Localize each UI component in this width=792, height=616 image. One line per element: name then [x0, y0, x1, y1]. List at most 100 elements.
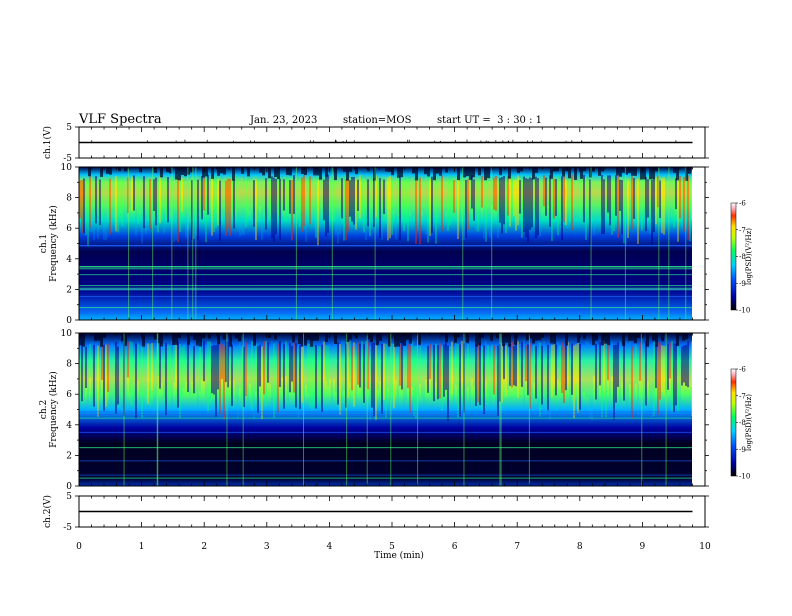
emission-streak	[225, 341, 227, 383]
top-gap	[199, 333, 202, 347]
emission-streak	[511, 176, 513, 218]
emission-streak	[637, 346, 639, 415]
emission-streak	[557, 175, 559, 236]
emission-streak	[85, 179, 87, 236]
emission-streak	[551, 344, 553, 398]
emission-streak	[687, 341, 689, 388]
emission-streak	[325, 344, 327, 382]
emission-streak	[563, 175, 565, 222]
emission-streak	[255, 343, 257, 392]
emission-streak	[353, 176, 355, 225]
emission-streak	[631, 176, 633, 230]
top-gap	[583, 333, 586, 339]
emission-streak	[355, 179, 357, 230]
emission-streak	[615, 344, 617, 403]
top-gap	[313, 167, 316, 176]
emission-streak	[445, 341, 447, 390]
emission-streak	[133, 175, 135, 211]
emission-streak	[671, 340, 673, 413]
top-gap	[100, 167, 103, 177]
emission-streak	[583, 174, 585, 223]
emission-streak	[419, 345, 421, 384]
emission-streak	[275, 178, 277, 235]
emission-streak	[257, 346, 259, 413]
top-gap	[601, 333, 604, 346]
emission-streak	[613, 178, 615, 231]
top-gap	[274, 167, 277, 178]
emission-streak	[573, 176, 575, 228]
emission-streak	[543, 340, 545, 416]
top-gap	[508, 333, 511, 347]
emission-streak	[557, 341, 559, 380]
top-gap	[181, 167, 184, 175]
emission-streak	[519, 180, 521, 214]
emission-streak	[569, 175, 571, 223]
top-gap	[229, 333, 232, 347]
top-gap	[532, 333, 535, 344]
emission-streak	[111, 177, 113, 233]
emission-streak	[359, 174, 361, 219]
emission-streak	[177, 341, 179, 408]
emission-streak	[103, 344, 105, 411]
emission-streak	[399, 176, 401, 241]
emission-streak	[501, 342, 503, 403]
emission-streak	[205, 178, 207, 243]
emission-streak	[179, 344, 181, 418]
top-gap	[532, 167, 535, 180]
emission-streak	[555, 179, 557, 216]
emission-streak	[335, 177, 337, 236]
emission-streak	[537, 178, 539, 236]
emission-streak	[445, 179, 447, 213]
top-gap	[268, 333, 271, 338]
top-gap	[538, 333, 541, 341]
top-gap	[103, 333, 106, 338]
emission-streak	[433, 178, 435, 224]
emission-streak	[225, 180, 227, 236]
top-gap	[205, 167, 208, 177]
emission-streak	[659, 180, 661, 219]
emission-streak	[549, 175, 551, 227]
y-tick-label: 0	[66, 482, 72, 492]
emission-streak	[503, 175, 505, 225]
emission-streak	[683, 345, 685, 383]
emission-streak	[159, 342, 161, 389]
x-tick-label: 3	[264, 542, 270, 552]
y-tick-label: 4	[66, 255, 72, 265]
emission-streak	[365, 340, 367, 388]
top-gap	[124, 167, 127, 172]
y-tick-label: 5	[66, 123, 72, 133]
emission-streak	[135, 343, 137, 419]
top-gap	[535, 333, 538, 341]
colorbar-scale	[730, 202, 737, 311]
top-gap	[490, 333, 493, 341]
emission-streak	[431, 342, 433, 397]
top-gap	[478, 167, 481, 176]
emission-streak	[451, 176, 453, 216]
top-gap	[478, 333, 481, 346]
emission-streak	[231, 176, 233, 209]
emission-streak	[273, 177, 275, 242]
emission-streak	[429, 178, 431, 237]
emission-streak	[479, 175, 481, 230]
top-gap	[508, 167, 511, 179]
emission-streak	[207, 174, 209, 215]
emission-streak	[217, 179, 219, 226]
emission-streak	[603, 340, 605, 379]
emission-streak	[337, 178, 339, 244]
emission-streak	[375, 344, 377, 420]
emission-streak	[467, 179, 469, 230]
emission-streak	[127, 177, 129, 214]
emission-streak	[361, 175, 363, 211]
emission-streak	[193, 346, 195, 394]
emission-streak	[685, 344, 687, 386]
top-gap	[652, 333, 655, 341]
emission-streak	[145, 176, 147, 234]
emission-streak	[627, 342, 629, 405]
top-gap	[274, 333, 277, 340]
top-gap	[583, 167, 586, 172]
y-axis-label: Frequency (kHz)	[48, 205, 59, 282]
emission-streak	[105, 344, 107, 407]
emission-streak	[681, 178, 683, 229]
colorbar-tick-label: -6	[739, 366, 746, 374]
emission-streak	[301, 177, 303, 232]
